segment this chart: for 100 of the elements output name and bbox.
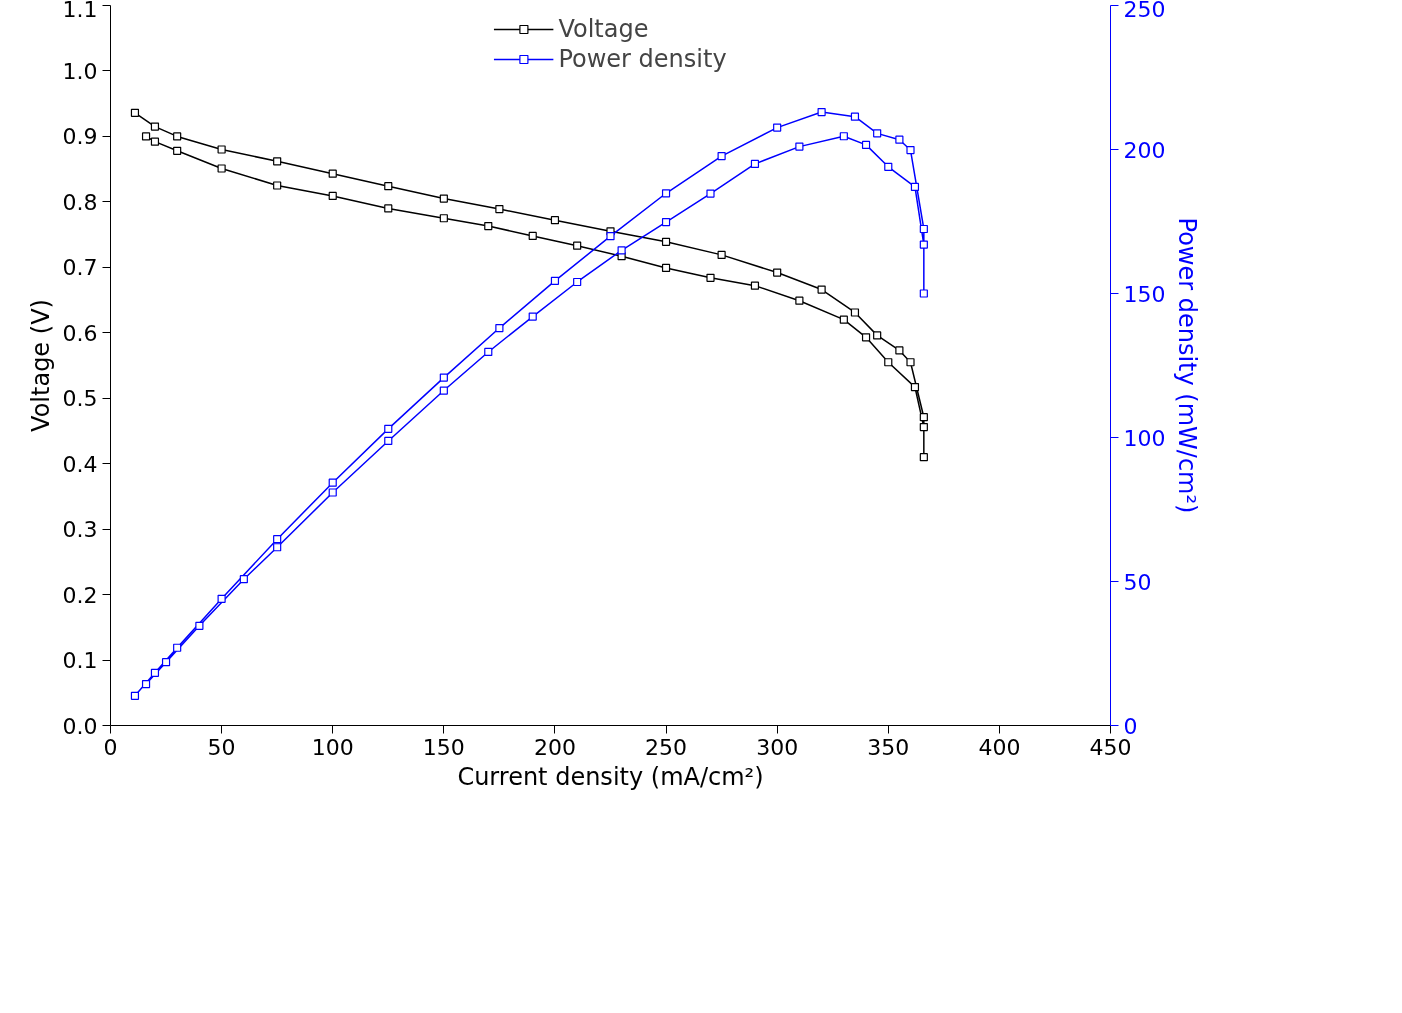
point xyxy=(495,204,504,214)
point xyxy=(273,535,282,544)
point xyxy=(919,240,928,249)
point xyxy=(484,347,493,357)
x-tick-label: 200 xyxy=(533,734,576,760)
point xyxy=(795,142,804,151)
point xyxy=(130,108,140,117)
y2-tick-label: 150 xyxy=(1123,281,1166,307)
x-tick-label: 0 xyxy=(103,734,118,760)
point xyxy=(919,289,928,298)
point xyxy=(550,216,560,225)
point xyxy=(273,181,282,190)
point xyxy=(850,308,860,317)
point xyxy=(919,453,928,462)
point xyxy=(273,157,282,166)
point xyxy=(239,575,248,584)
point xyxy=(217,594,226,603)
y2-tick-label: 100 xyxy=(1123,425,1166,451)
y-tick-label: 0.1 xyxy=(62,648,98,674)
point xyxy=(661,189,671,198)
point xyxy=(484,221,493,231)
point xyxy=(150,137,160,146)
point xyxy=(895,346,904,355)
point xyxy=(173,132,182,141)
y-tick-label: 0.0 xyxy=(62,713,98,739)
point xyxy=(573,241,582,250)
point xyxy=(439,373,448,382)
y-tick-label: 0.9 xyxy=(62,124,98,150)
point xyxy=(384,436,393,446)
x-tick-label: 150 xyxy=(422,734,465,760)
point xyxy=(706,273,715,282)
point xyxy=(661,217,671,227)
point xyxy=(873,331,882,340)
y-tick-label: 0.7 xyxy=(62,255,98,281)
point xyxy=(919,422,928,432)
point xyxy=(750,159,760,168)
point xyxy=(141,132,151,141)
x-tick-label: 300 xyxy=(756,734,799,760)
point xyxy=(919,224,928,234)
point xyxy=(773,268,782,277)
x-axis-title: Current density (mA/cm²) xyxy=(457,762,764,791)
y-tick-label: 0.2 xyxy=(62,582,98,608)
point xyxy=(910,383,920,392)
point xyxy=(919,413,928,422)
point xyxy=(839,315,848,324)
point xyxy=(528,312,537,321)
y-tick-label: 1.0 xyxy=(62,58,98,84)
point xyxy=(328,169,337,178)
x-tick-label: 100 xyxy=(311,734,354,760)
y-axis-title: Voltage (V) xyxy=(26,299,55,432)
point xyxy=(439,194,448,203)
point xyxy=(717,152,726,161)
y2-axis-title: Power density (mW/cm²) xyxy=(1173,217,1202,514)
y2-tick-label: 50 xyxy=(1123,569,1152,595)
x-tick-label: 50 xyxy=(207,734,236,760)
point xyxy=(528,231,537,240)
point xyxy=(328,478,337,487)
point xyxy=(439,386,448,395)
point xyxy=(850,112,860,121)
y-tick-label: 0.4 xyxy=(62,451,98,477)
point xyxy=(706,189,715,198)
point xyxy=(573,277,582,287)
point xyxy=(661,263,671,273)
point xyxy=(550,276,560,285)
y2-tick-label: 200 xyxy=(1123,137,1166,163)
point xyxy=(173,146,182,155)
point xyxy=(817,285,826,294)
y-tick-label: 1.1 xyxy=(62,0,98,22)
point xyxy=(439,214,448,223)
point xyxy=(130,691,140,700)
y2-tick-label: 250 xyxy=(1123,0,1166,22)
legend-label: Voltage xyxy=(558,15,649,43)
x-tick-label: 250 xyxy=(645,734,688,760)
point xyxy=(195,621,204,630)
point xyxy=(384,182,393,191)
point xyxy=(617,246,626,255)
point xyxy=(217,164,226,173)
point xyxy=(817,107,826,117)
point xyxy=(328,488,337,497)
point xyxy=(384,424,393,433)
point xyxy=(839,132,848,141)
legend-label: Power density xyxy=(558,45,727,73)
point xyxy=(795,296,804,305)
point xyxy=(884,358,893,367)
point xyxy=(750,281,760,290)
point xyxy=(661,237,671,246)
x-tick-label: 350 xyxy=(867,734,910,760)
point xyxy=(910,182,920,192)
point xyxy=(328,191,337,201)
point xyxy=(906,358,915,367)
point xyxy=(873,129,882,138)
y-tick-label: 0.6 xyxy=(62,320,98,346)
point xyxy=(773,123,782,132)
y-tick-label: 0.3 xyxy=(62,517,98,543)
point xyxy=(161,658,171,667)
point xyxy=(717,250,726,259)
point xyxy=(173,643,182,652)
point xyxy=(906,145,915,155)
point xyxy=(384,204,393,213)
y-tick-label: 0.8 xyxy=(62,189,98,215)
